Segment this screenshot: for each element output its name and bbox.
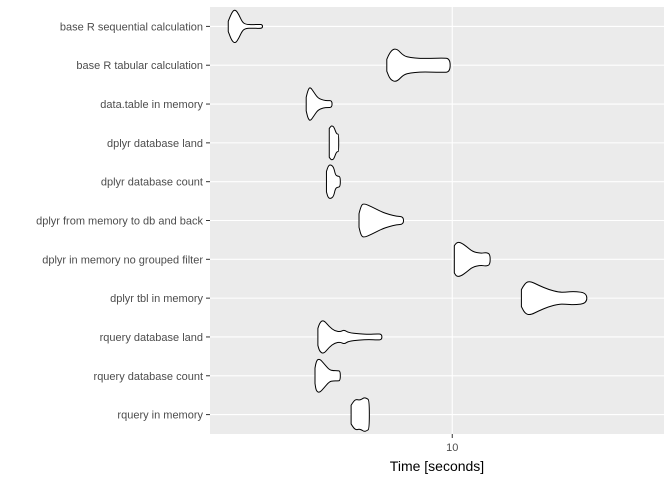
violin-dplyr-from-memory-to-db-and-back [358, 203, 405, 238]
violin-dplyr-in-memory-no-grouped-filter [453, 241, 491, 277]
violin-data-table-in-memory [305, 87, 333, 121]
category-label: rquery database land [100, 332, 203, 344]
violin-dplyr-database-land [328, 125, 340, 161]
violin-rquery-in-memory [350, 397, 370, 432]
violin-rquery-database-count [314, 358, 341, 393]
category-label: base R sequential calculation [60, 21, 203, 33]
category-label: dplyr database count [101, 177, 203, 189]
x-tick-label: 10 [446, 442, 458, 454]
violin-rquery-database-land [317, 320, 383, 354]
violin-dplyr-tbl-in-memory [520, 281, 588, 316]
category-label: dplyr database land [107, 138, 203, 150]
violin-series [227, 9, 588, 432]
category-label: dplyr in memory no grouped filter [42, 254, 203, 266]
violin-dplyr-database-count [325, 164, 341, 199]
x-axis-title: Time [seconds] [390, 458, 484, 474]
category-label: dplyr from memory to db and back [36, 216, 203, 228]
category-label: rquery in memory [117, 410, 203, 422]
x-axis: 10 [446, 434, 458, 454]
category-label: base R tabular calculation [76, 60, 203, 72]
violin-base-r-tabular-calculation [386, 48, 451, 82]
category-label: data.table in memory [100, 99, 203, 111]
category-label: dplyr tbl in memory [110, 293, 203, 305]
category-axis: base R sequential calculation base R tabu… [36, 21, 210, 422]
violin-base-r-sequential-calculation [227, 9, 264, 44]
category-label: rquery database count [94, 371, 203, 383]
